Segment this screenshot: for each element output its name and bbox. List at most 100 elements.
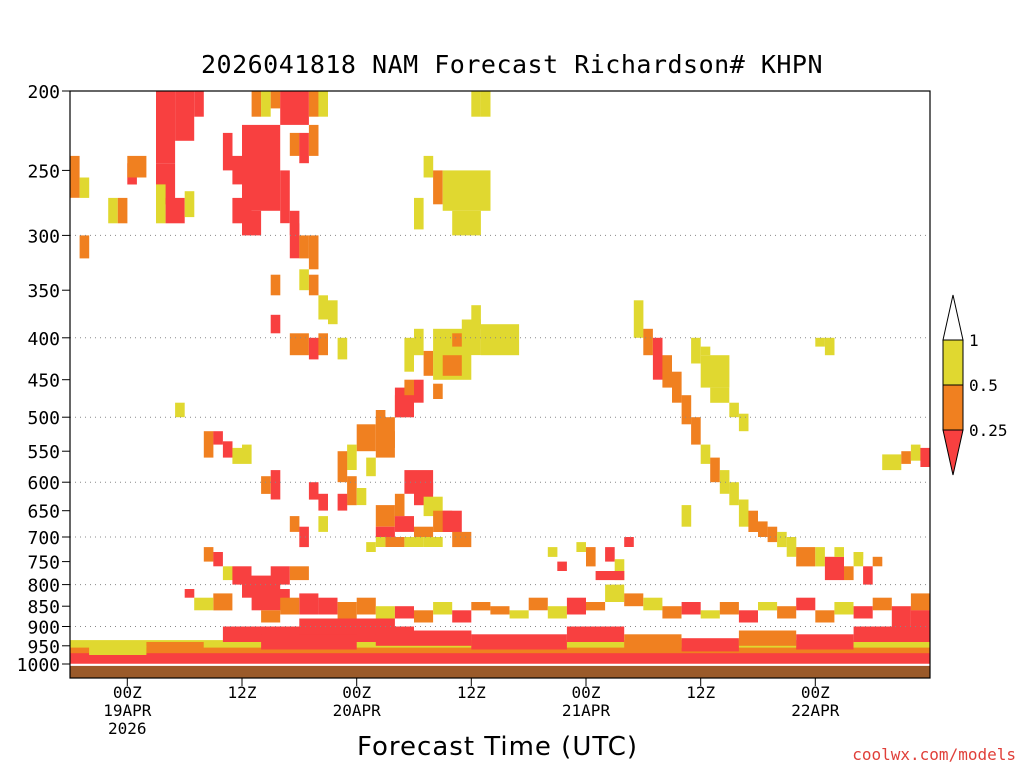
x-tick-label-12-1: 12Z bbox=[228, 683, 257, 702]
ri-cell-62 bbox=[452, 333, 462, 347]
ri-cell-61 bbox=[480, 324, 520, 356]
ri-cell-86 bbox=[366, 542, 376, 552]
ri-cell-158 bbox=[299, 593, 319, 615]
ri-cell-54 bbox=[404, 379, 414, 396]
site-credit[interactable]: coolwx.com/models bbox=[852, 745, 1016, 764]
ri-cell-19 bbox=[280, 170, 290, 224]
ri-cell-159 bbox=[318, 597, 338, 615]
y-tick-label-450: 450 bbox=[27, 371, 60, 392]
ri-cell-128 bbox=[901, 451, 911, 464]
ri-cell-5 bbox=[165, 197, 185, 224]
ri-cell-41 bbox=[423, 155, 434, 178]
ri-cell-207 bbox=[624, 634, 682, 650]
ri-cell-176 bbox=[547, 606, 567, 619]
x-tick-label-24-2: 20APR bbox=[333, 701, 382, 720]
ri-cell-161 bbox=[280, 597, 300, 615]
ri-cell-193 bbox=[872, 597, 892, 611]
ri-cell-204 bbox=[375, 630, 472, 646]
ri-cell-27 bbox=[289, 132, 300, 156]
colorbar-bottom-arrow bbox=[942, 429, 964, 476]
ri-cell-181 bbox=[643, 597, 663, 611]
ri-cell-211 bbox=[853, 626, 930, 642]
ri-cell-205 bbox=[471, 634, 567, 650]
ri-cell-139 bbox=[614, 559, 625, 581]
ri-cell-199 bbox=[70, 647, 930, 657]
ri-cell-148 bbox=[270, 470, 281, 500]
x-tick-label-36-1: 12Z bbox=[457, 683, 486, 702]
ri-cell-74 bbox=[375, 505, 395, 527]
y-tick-label-350: 350 bbox=[27, 281, 60, 302]
ri-cell-9 bbox=[108, 197, 118, 224]
ri-cell-99 bbox=[672, 371, 682, 403]
ri-cell-95 bbox=[633, 300, 644, 338]
colorbar-bin-orange bbox=[942, 384, 964, 431]
ri-cell-180 bbox=[624, 593, 644, 607]
x-tick-label-72-2: 22APR bbox=[791, 701, 840, 720]
ri-cell-98 bbox=[662, 355, 672, 388]
ri-cell-149 bbox=[261, 476, 271, 494]
ri-cell-16 bbox=[242, 124, 281, 211]
ri-cell-123 bbox=[738, 413, 749, 432]
ri-cell-45 bbox=[414, 197, 424, 230]
ri-cell-142 bbox=[175, 402, 185, 418]
x-tick-label-0-1: 00Z bbox=[113, 683, 142, 702]
ri-cell-169 bbox=[414, 610, 434, 623]
y-tick-label-500: 500 bbox=[27, 408, 60, 429]
ri-cell-84 bbox=[452, 531, 472, 548]
ri-cell-200 bbox=[70, 653, 930, 664]
y-tick-label-200: 200 bbox=[27, 82, 60, 103]
ri-cell-103 bbox=[710, 457, 720, 483]
y-tick-label-800: 800 bbox=[27, 576, 60, 597]
ri-cell-42 bbox=[433, 170, 443, 205]
ri-cell-140 bbox=[595, 571, 625, 581]
ri-cell-73 bbox=[394, 493, 405, 517]
ri-cell-13 bbox=[79, 235, 90, 259]
ri-cell-190 bbox=[815, 610, 835, 623]
ri-cell-101 bbox=[691, 417, 701, 445]
ri-cell-56 bbox=[414, 328, 424, 356]
ri-cell-14 bbox=[222, 132, 233, 171]
ri-cell-191 bbox=[834, 602, 854, 615]
ri-cell-20 bbox=[289, 210, 300, 236]
y-axis: 200 250 300 350 400 450 500 550 600 650 700 7508008… bbox=[17, 82, 70, 676]
ri-cell-4 bbox=[156, 184, 166, 224]
ri-cell-172 bbox=[471, 602, 491, 611]
ri-cell-125 bbox=[815, 337, 825, 347]
x-tick-label-60-1: 12Z bbox=[686, 683, 715, 702]
ri-cell-212 bbox=[146, 642, 204, 652]
ri-cell-192 bbox=[853, 606, 873, 619]
ri-cell-81 bbox=[404, 537, 424, 547]
ri-cell-209 bbox=[738, 630, 797, 646]
ri-cell-100 bbox=[681, 395, 692, 425]
ri-cell-130 bbox=[920, 447, 930, 467]
x-axis-label: Forecast Time (UTC) bbox=[357, 732, 639, 762]
x-tick-label-24-1: 00Z bbox=[342, 683, 371, 702]
ri-cell-184 bbox=[700, 610, 720, 619]
x-tick-label-48-2: 21APR bbox=[562, 701, 611, 720]
ground-layer bbox=[70, 663, 930, 678]
ri-cell-127 bbox=[882, 454, 902, 471]
ri-cell-96 bbox=[643, 328, 653, 356]
x-tick-label-0-2: 19APR bbox=[103, 701, 152, 720]
y-tick-label-300: 300 bbox=[27, 226, 60, 247]
ri-cell-92 bbox=[289, 516, 300, 532]
y-tick-label-1000: 1000 bbox=[17, 655, 60, 676]
ri-cell-173 bbox=[490, 606, 510, 615]
colorbar: 1 0.5 0.25 bbox=[942, 294, 1008, 476]
ri-cell-87 bbox=[347, 476, 357, 506]
ri-cell-7 bbox=[70, 155, 80, 198]
ri-cell-49 bbox=[318, 333, 328, 356]
ri-cell-143 bbox=[203, 431, 214, 458]
ri-cell-182 bbox=[662, 606, 682, 619]
ri-cell-203 bbox=[261, 634, 357, 650]
ri-cell-111 bbox=[786, 537, 797, 557]
x-tick-label-72-1: 00Z bbox=[801, 683, 830, 702]
gridlines bbox=[70, 234, 930, 627]
colorbar-label-2: 0.5 bbox=[969, 376, 998, 395]
ri-cell-108 bbox=[758, 521, 768, 537]
ri-cell-189 bbox=[796, 597, 816, 611]
ri-cell-105 bbox=[729, 482, 739, 506]
ri-cell-68 bbox=[347, 444, 357, 470]
plot-frame bbox=[69, 90, 931, 679]
